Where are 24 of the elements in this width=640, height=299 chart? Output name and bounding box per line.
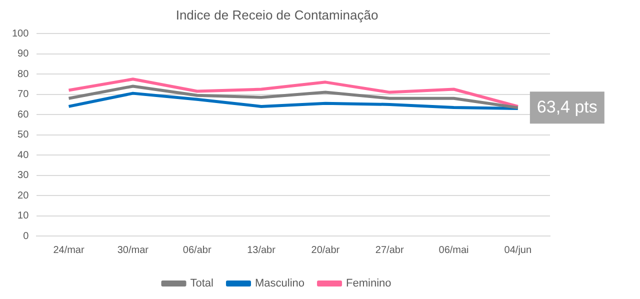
- y-tick-label: 50: [18, 130, 30, 141]
- y-tick-label: 0: [23, 230, 30, 242]
- x-tick-label: 13/abr: [247, 244, 276, 256]
- x-tick-label: 30/mar: [117, 244, 150, 256]
- chart-title: Indice de Receio de Contaminação: [176, 7, 378, 22]
- x-tick-label: 27/abr: [375, 244, 404, 256]
- y-tick-label: 60: [18, 109, 30, 120]
- y-tick-label: 40: [18, 150, 30, 161]
- y-tick-label: 100: [12, 28, 30, 40]
- x-tick-label: 06/abr: [182, 244, 212, 256]
- y-tick-label: 20: [18, 190, 30, 202]
- x-tick-label: 20/abr: [311, 244, 340, 256]
- x-tick-label: 24/mar: [53, 244, 85, 256]
- y-tick-label: 10: [18, 210, 30, 222]
- y-tick-label: 70: [18, 89, 30, 100]
- y-tick-label: 30: [18, 170, 30, 182]
- y-tick-label: 90: [18, 48, 30, 60]
- annotation: 63,4 pts: [536, 97, 598, 116]
- legend-label: Feminino: [346, 278, 392, 290]
- x-tick-label: 04/jun: [504, 244, 532, 256]
- legend-label: Total: [190, 278, 214, 290]
- legend-label: Masculino: [254, 278, 305, 290]
- y-tick-label: 80: [18, 68, 30, 80]
- x-tick-label: 06/mai: [438, 244, 469, 256]
